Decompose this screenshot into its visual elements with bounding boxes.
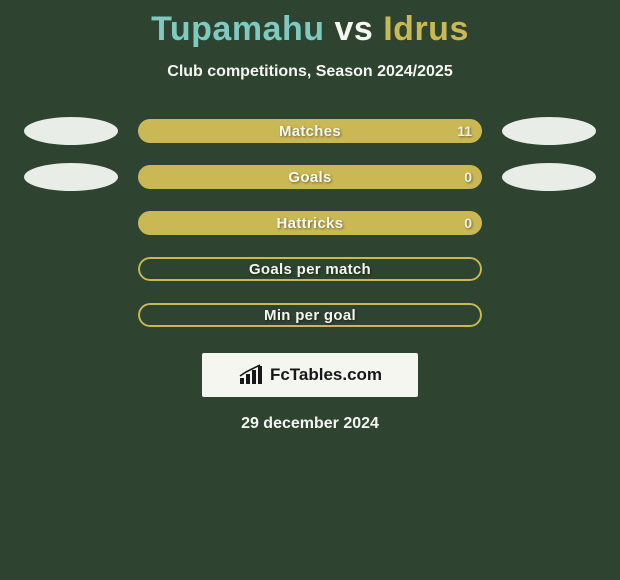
stat-bar: Min per goal: [138, 303, 482, 327]
stat-value-right: 11: [457, 119, 472, 143]
player1-name: Tupamahu: [151, 10, 324, 48]
stat-row: Hattricks0: [0, 211, 620, 235]
left-ellipse: [24, 163, 118, 191]
stat-row: Matches11: [0, 119, 620, 143]
stat-label: Goals per match: [138, 257, 482, 281]
logo-text: FcTables.com: [270, 365, 382, 385]
stat-row: Min per goal: [0, 303, 620, 327]
stat-label: Min per goal: [138, 303, 482, 327]
stat-bar: Goals per match: [138, 257, 482, 281]
stats-list: Matches11Goals0Hattricks0Goals per match…: [0, 119, 620, 327]
comparison-card: Tupamahu vs Idrus Club competitions, Sea…: [0, 0, 620, 580]
subtitle: Club competitions, Season 2024/2025: [0, 63, 620, 81]
player2-name: Idrus: [383, 10, 469, 48]
stat-row: Goals0: [0, 165, 620, 189]
logo-box: FcTables.com: [202, 353, 418, 397]
stat-label: Goals: [138, 165, 482, 189]
left-ellipse: [24, 117, 118, 145]
stat-bar: Hattricks0: [138, 211, 482, 235]
bar-chart-icon: [238, 364, 264, 386]
stat-row: Goals per match: [0, 257, 620, 281]
page-title: Tupamahu vs Idrus: [0, 0, 620, 49]
stat-bar: Goals0: [138, 165, 482, 189]
stat-value-right: 0: [464, 165, 472, 189]
stat-bar: Matches11: [138, 119, 482, 143]
stat-label: Matches: [138, 119, 482, 143]
vs-separator: vs: [334, 10, 373, 48]
date-text: 29 december 2024: [0, 415, 620, 433]
right-ellipse: [502, 163, 596, 191]
stat-label: Hattricks: [138, 211, 482, 235]
stat-value-right: 0: [464, 211, 472, 235]
right-ellipse: [502, 117, 596, 145]
